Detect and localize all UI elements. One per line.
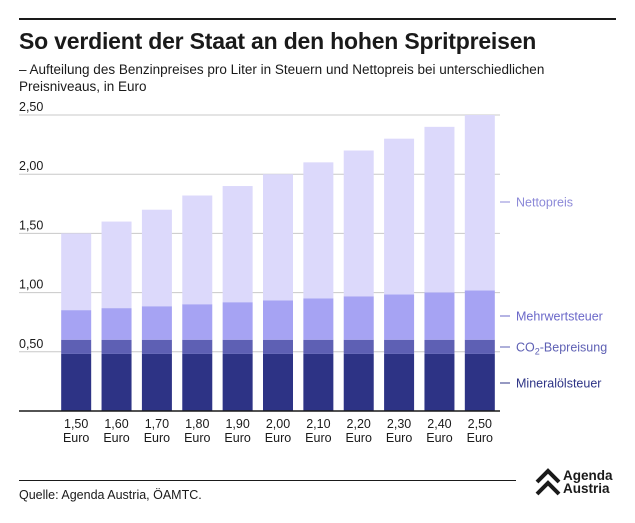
bar-segment	[263, 300, 293, 340]
y-tick-label: 0,50	[19, 337, 43, 351]
bar-segment	[464, 353, 495, 411]
x-tick-label: 1,90 Euro	[224, 417, 250, 445]
bar-segment	[61, 353, 92, 411]
bar-segment	[464, 115, 495, 291]
x-tick-label: 2,30 Euro	[386, 417, 412, 445]
bar-segment	[101, 353, 132, 411]
bar-segment	[384, 138, 415, 295]
bar-segment	[141, 306, 172, 340]
legend-label: CO2-Bepreisung	[516, 341, 607, 357]
legend-label: Mehrwertsteuer	[516, 310, 603, 324]
bar-segment	[61, 339, 92, 354]
y-tick-label: 1,00	[19, 278, 43, 292]
bar-segment	[263, 339, 293, 354]
bar-segment	[424, 353, 455, 411]
bar-segment	[101, 339, 132, 354]
bar-segment	[384, 353, 415, 411]
bar-segment	[303, 339, 334, 354]
bar-segment	[424, 339, 455, 354]
bar-segment	[303, 353, 334, 411]
stacked-bar-chart: 0,50 1,00 1,50 2,00 2,50 1,50 Euro 1,60 Euro 1,70…	[19, 100, 607, 445]
bar-segment	[343, 296, 374, 340]
bar-segment	[182, 195, 213, 305]
source-note: Quelle: Agenda Austria, ÖAMTC.	[19, 488, 202, 502]
axes: 0,50 1,00 1,50 2,00 2,50 1,50 Euro 1,60 Euro 1,70…	[19, 100, 500, 445]
agenda-austria-logo: Agenda Austria	[535, 468, 619, 498]
gridlines	[19, 114, 500, 353]
x-tick-label: 2,20 Euro	[346, 417, 372, 445]
y-tick-label: 2,50	[19, 100, 43, 114]
logo-line2: Austria	[563, 481, 610, 496]
x-tick-label: 2,50 Euro	[467, 417, 493, 445]
bar-segment	[384, 294, 415, 340]
bar-segment	[61, 233, 92, 311]
logo-text: Agenda Austria	[563, 468, 613, 496]
bar-segment	[222, 339, 253, 354]
chart-title: So verdient der Staat an den hohen Sprit…	[19, 28, 537, 54]
bar-segment	[141, 353, 172, 411]
logo-mark-icon	[535, 468, 561, 496]
x-tick-label: 1,50 Euro	[63, 417, 89, 445]
legend: Mineralölsteuer CO2-Bepreisung Mehrwertste…	[500, 196, 607, 391]
legend-label: Mineralölsteuer	[516, 377, 601, 391]
bar-segment	[343, 353, 374, 411]
top-rule	[19, 18, 616, 20]
bar-segment	[343, 150, 374, 297]
bar-segment	[222, 353, 253, 411]
y-tick-label: 1,50	[19, 218, 43, 232]
bar-segment	[182, 304, 213, 340]
bar-segment	[182, 353, 213, 411]
bar-segment	[384, 339, 415, 354]
x-tick-label: 1,60 Euro	[103, 417, 129, 445]
x-tick-label: 2,10 Euro	[305, 417, 331, 445]
x-tick-label: 1,70 Euro	[144, 417, 170, 445]
x-tick-label: 2,00 Euro	[265, 417, 291, 445]
bar-segment	[101, 308, 132, 340]
bar-segment	[424, 292, 455, 340]
y-tick-label: 2,00	[19, 159, 43, 173]
bar-segment	[61, 310, 92, 340]
logo-line1: Agenda	[563, 468, 613, 483]
bar-segment	[141, 339, 172, 354]
footer-rule	[19, 480, 516, 481]
bar-segment	[424, 126, 455, 293]
bar-segment	[343, 339, 374, 354]
chart-subtitle: – Aufteilung des Benzinpreises pro Liter…	[19, 62, 545, 94]
bar-segment	[222, 302, 253, 340]
bar-segment	[464, 290, 495, 340]
bar-segment	[303, 298, 334, 340]
bar-segment	[263, 353, 293, 411]
bar-segment	[222, 186, 253, 303]
bar-segment	[303, 162, 334, 299]
bar-segment	[182, 339, 213, 354]
bar-segment	[464, 339, 495, 354]
bar-segment	[141, 209, 172, 307]
bar-segment	[101, 221, 132, 309]
legend-label: Nettopreis	[516, 196, 573, 210]
x-tick-label: 1,80 Euro	[184, 417, 210, 445]
bars	[61, 115, 495, 411]
bar-segment	[263, 174, 293, 301]
x-tick-label: 2,40 Euro	[426, 417, 452, 445]
